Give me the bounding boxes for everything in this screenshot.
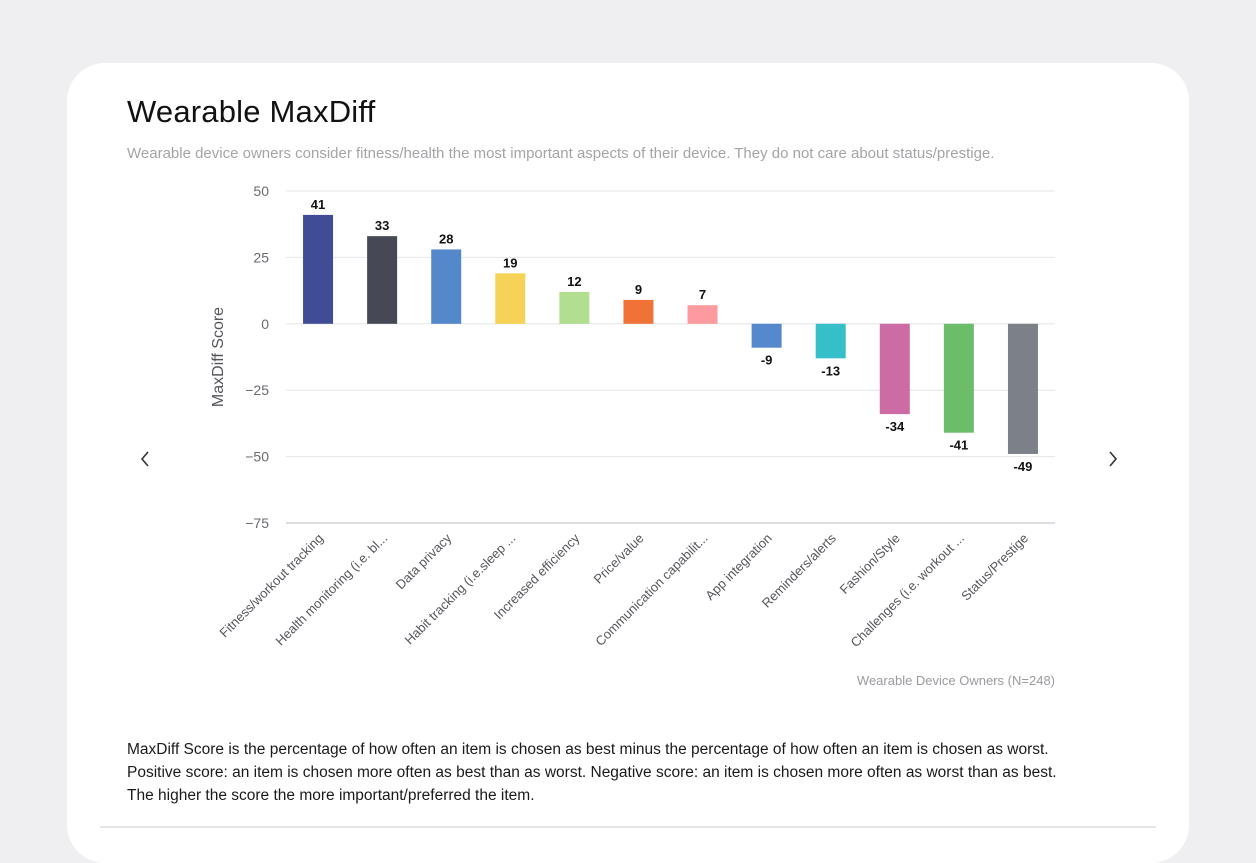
y-tick-label: 0 [261, 316, 269, 332]
bar [303, 214, 334, 324]
page-title: Wearable MaxDiff [127, 94, 376, 129]
y-tick-label: −25 [245, 382, 269, 398]
data-label: 7 [699, 287, 706, 302]
data-label: -34 [885, 419, 905, 434]
x-tick-label: Communication capabilit... [592, 531, 710, 649]
bar [623, 299, 654, 324]
data-label: 28 [439, 231, 453, 246]
footnote-line: Positive score: an item is chosen more o… [127, 764, 1057, 781]
chevron-right-icon [1109, 451, 1118, 467]
bar [943, 323, 974, 433]
bar [495, 273, 526, 324]
data-label: -41 [949, 438, 968, 453]
y-tick-label: −75 [245, 515, 269, 531]
footnote-line: MaxDiff Score is the percentage of how o… [127, 741, 1049, 758]
data-label: 9 [635, 282, 642, 297]
bar [687, 305, 718, 324]
bar [879, 323, 910, 415]
x-tick-label: Data privacy [393, 530, 455, 592]
bar [559, 291, 590, 324]
x-tick-label: Price/value [590, 531, 646, 587]
chart-card [67, 63, 1189, 863]
bar [751, 323, 782, 348]
next-chart-button[interactable] [1098, 444, 1128, 474]
bar [431, 249, 462, 324]
chevron-left-icon [140, 451, 149, 467]
maxdiff-bar-chart: 50 25 0 −25 −50 −75 MaxDiff Score 41 Fitness/wor… [210, 183, 1055, 688]
x-tick-label: Habit tracking (i.e.sleep ... [402, 531, 519, 648]
footnote: MaxDiff Score is the percentage of how o… [127, 738, 1127, 807]
bar [815, 323, 846, 359]
x-tick-label: Fashion/Style [837, 531, 903, 597]
divider [100, 826, 1156, 828]
prev-chart-button[interactable] [130, 444, 160, 474]
x-tick-label: App integration [702, 531, 774, 603]
data-label: -13 [821, 363, 840, 378]
bar [367, 236, 398, 324]
y-tick-label: −50 [245, 449, 269, 465]
data-label: 12 [567, 274, 581, 289]
y-tick-label: 25 [253, 249, 269, 265]
data-label: -9 [761, 353, 773, 368]
x-tick-label: Health monitoring (i.e. bl... [272, 531, 390, 649]
bar [1007, 323, 1038, 454]
x-tick-label: Status/Prestige [958, 531, 1031, 604]
source-note: Wearable Device Owners (N=248) [857, 673, 1055, 688]
y-axis-label: MaxDiff Score [210, 307, 227, 407]
data-label: 19 [503, 255, 517, 270]
y-tick-label: 50 [253, 183, 269, 199]
x-tick-label: Challenges (i.e. workout ... [848, 531, 967, 650]
data-label: 41 [311, 197, 325, 212]
chart-subtitle: Wearable device owners consider fitness/… [127, 145, 995, 162]
footnote-line: The higher the score the more important/… [127, 787, 535, 804]
x-tick-label: Fitness/workout tracking [216, 531, 326, 641]
data-label: -49 [1014, 459, 1033, 474]
data-label: 33 [375, 218, 389, 233]
